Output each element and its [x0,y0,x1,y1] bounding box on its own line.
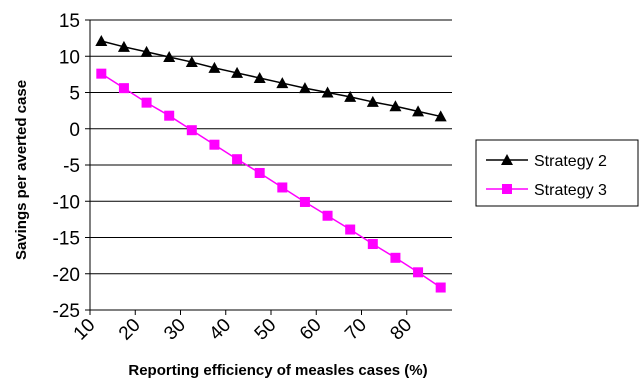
legend-item-strategy-2: Strategy 2 [486,153,607,170]
series-line [100,73,442,289]
square-marker-icon [502,184,512,194]
y-tick-label: 10 [59,47,80,68]
y-tick-label: -15 [53,229,80,250]
series-strategy-3 [96,68,446,293]
data-point-triangle [208,61,221,73]
data-point-square [367,239,378,250]
data-point-square [322,210,333,221]
data-point-triangle [231,66,244,78]
data-point-triangle [366,95,379,107]
y-tick-label: 5 [69,84,80,105]
data-point-square [345,224,356,235]
x-tick-label: 70 [341,315,371,345]
data-point-square [118,83,129,94]
y-tick-label: -5 [63,156,80,177]
data-point-square [254,167,265,178]
x-tick-label: 50 [251,315,281,345]
data-point-square [390,252,401,263]
y-axis-title: Savings per averted case [13,80,30,260]
data-point-triangle [344,90,357,102]
data-point-square [209,139,220,150]
data-point-square [277,182,288,193]
data-point-square [96,68,107,79]
data-point-square [164,110,175,121]
legend-item-strategy-3: Strategy 3 [486,182,607,199]
series [95,35,447,293]
y-tick-label: 0 [69,120,80,141]
x-tick-label: 80 [386,315,416,345]
data-point-triangle [117,40,130,52]
data-point-triangle [95,35,108,47]
gridlines [90,19,452,275]
data-point-triangle [163,50,176,62]
data-point-triangle [253,72,266,83]
data-point-square [186,125,197,136]
x-tick-label: 20 [115,315,145,345]
y-tick-label: -20 [53,265,80,286]
legend-label-strategy-3: Strategy 3 [534,182,607,199]
y-tick-label: -10 [53,192,80,213]
data-point-triangle [321,86,334,98]
data-point-triangle [412,105,425,117]
legend-box [475,139,639,207]
data-point-square [141,97,152,108]
data-point-triangle [185,56,198,68]
triangle-marker-icon [501,154,513,165]
series-line [101,40,441,118]
x-tick-label: 40 [205,315,235,345]
data-point-square [299,196,310,207]
data-point-square [435,282,446,293]
legend: Strategy 2 Strategy 3 [475,139,639,207]
y-tick-label: 15 [59,11,80,32]
x-axis-title: Reporting efficiency of measles cases (%… [128,362,427,379]
x-tick-label: 30 [160,315,190,345]
axes [85,19,452,315]
x-tick-label: 60 [296,315,326,345]
data-point-triangle [434,110,447,122]
series-strategy-2 [95,35,447,122]
data-point-triangle [140,45,153,57]
data-point-triangle [389,100,402,112]
data-point-triangle [298,82,311,94]
y-tick-label: -25 [53,301,80,322]
data-point-triangle [276,77,289,89]
data-point-square [413,267,424,278]
legend-label-strategy-2: Strategy 2 [534,153,607,170]
data-point-square [232,154,243,165]
